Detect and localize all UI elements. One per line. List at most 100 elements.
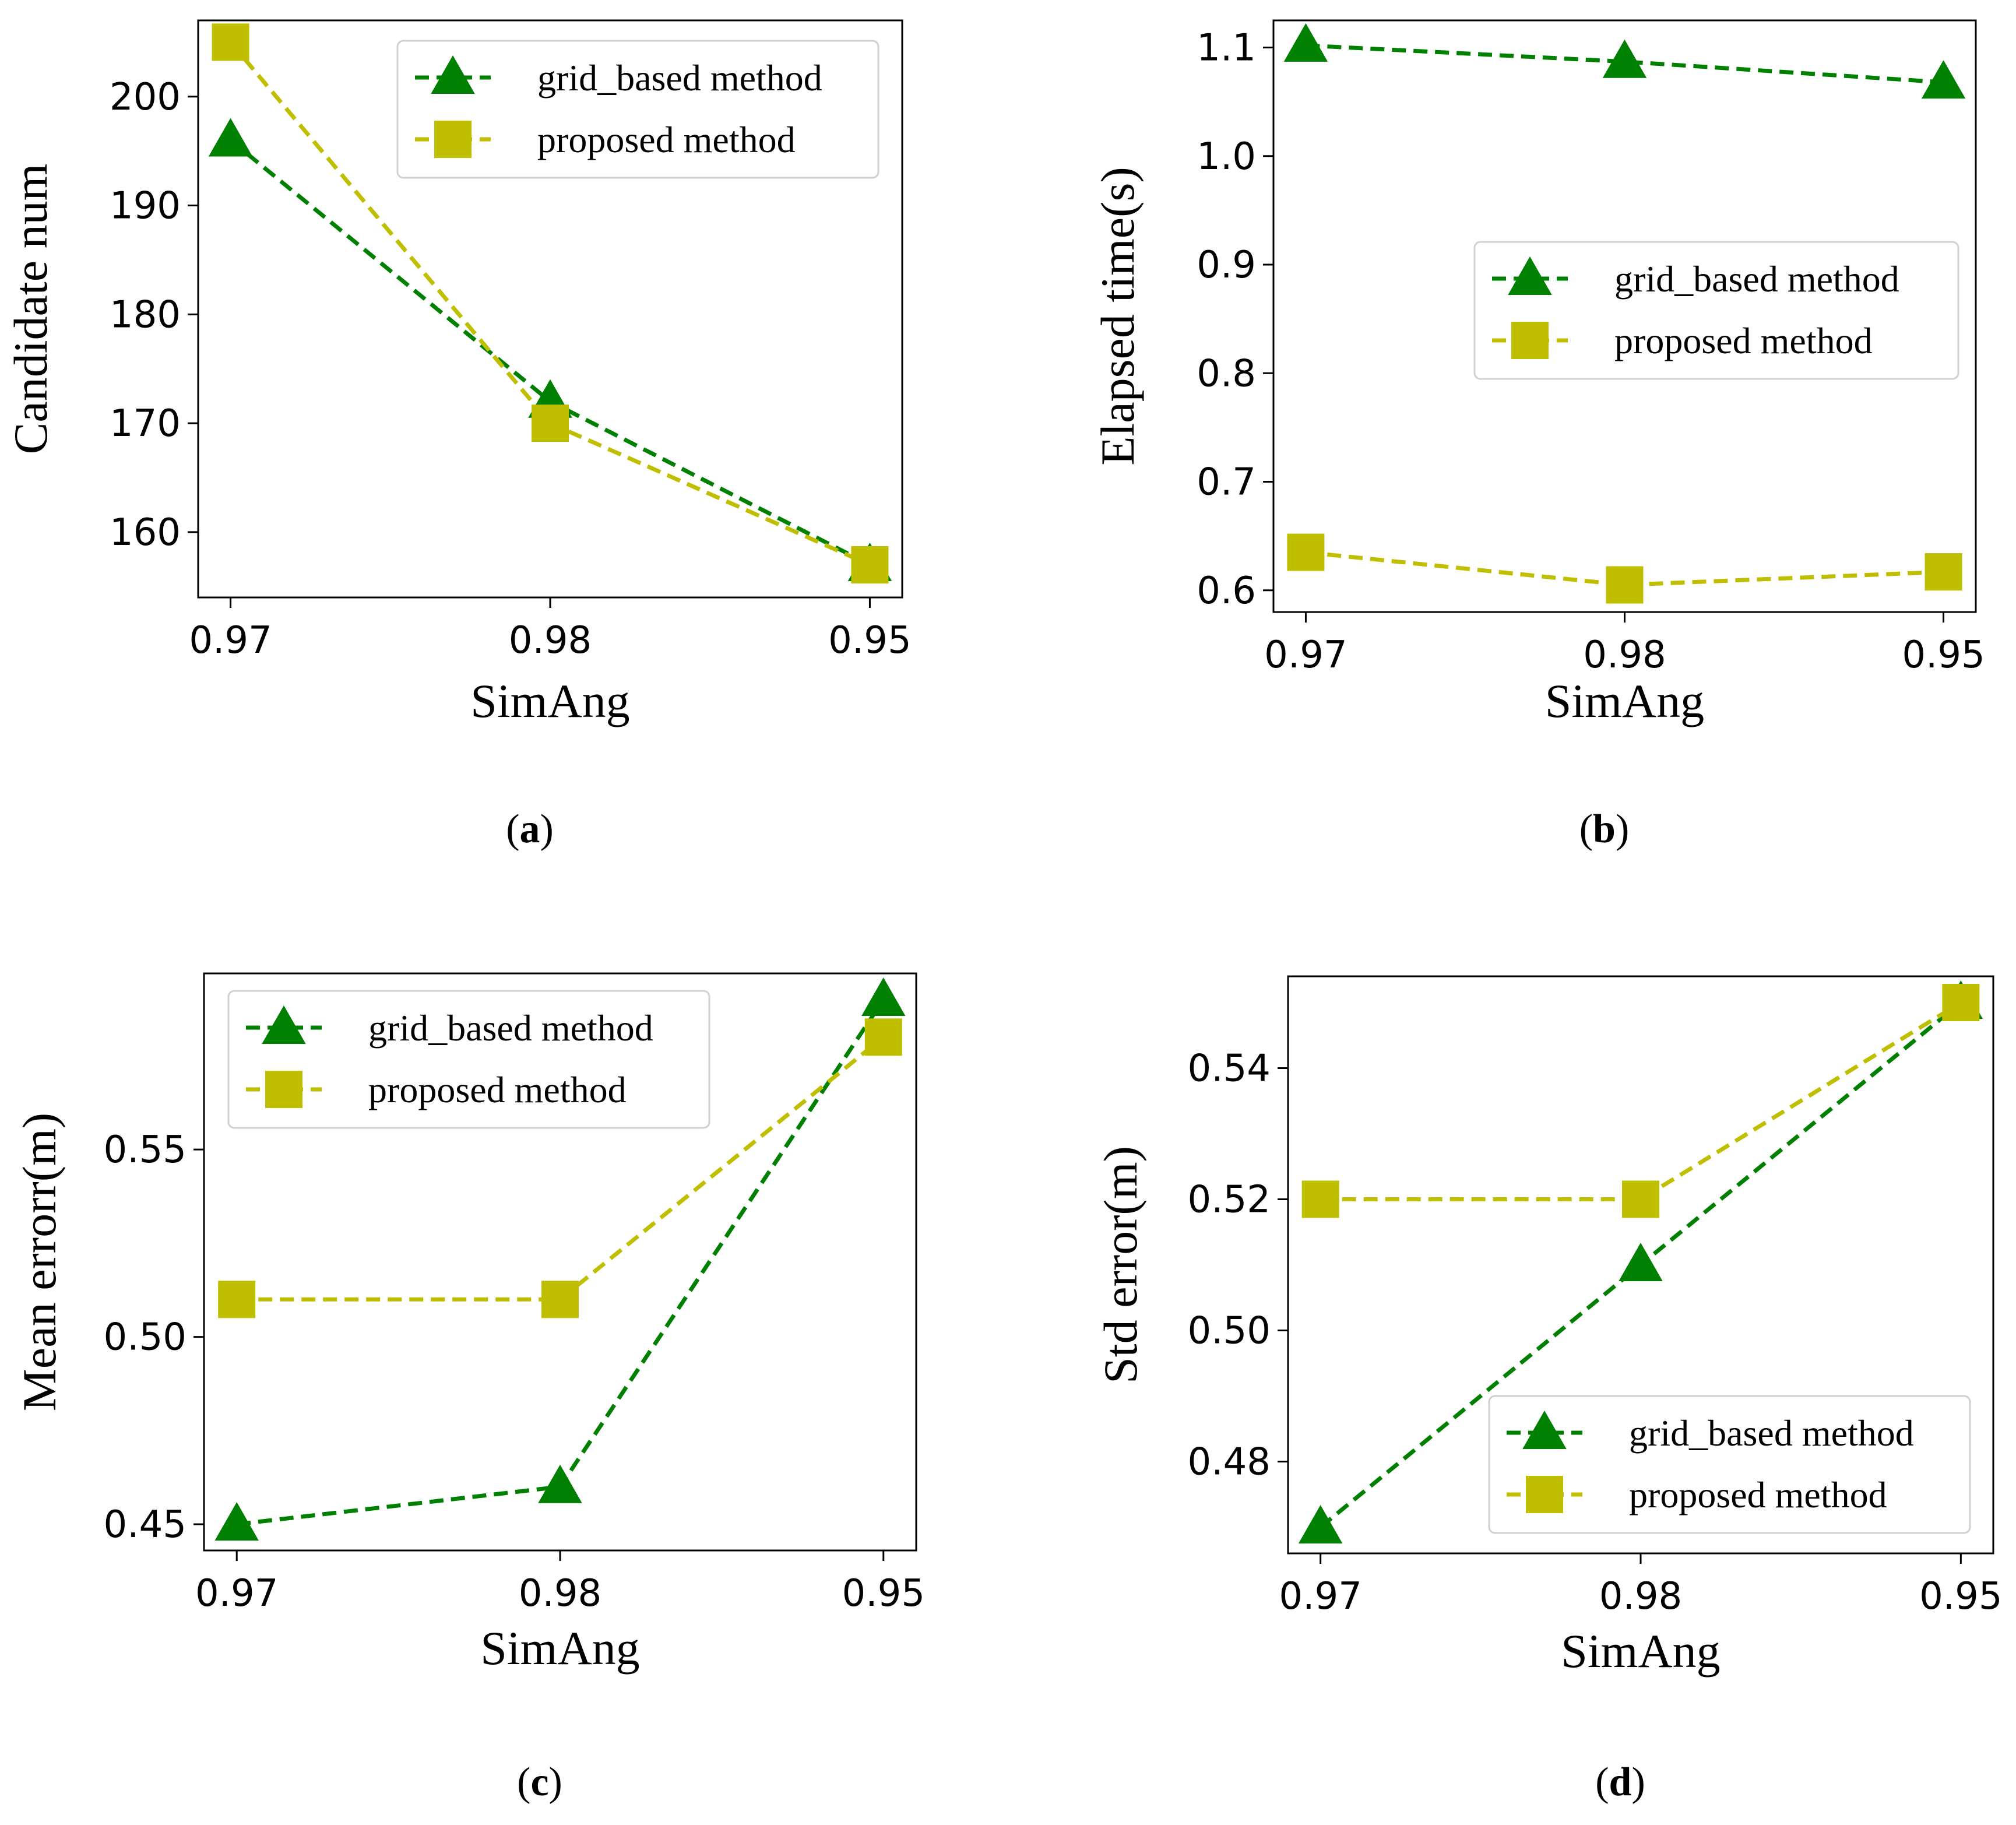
series-proposed (218, 1018, 902, 1318)
panel-caption: (a) (506, 807, 554, 852)
data-point (1921, 60, 1966, 99)
panel-caption: (d) (1595, 1760, 1645, 1805)
y-tick-label: 0.52 (1188, 1179, 1271, 1222)
data-point (1622, 1180, 1659, 1218)
data-point (851, 546, 889, 583)
panel-caption: (b) (1579, 807, 1630, 852)
data-point (212, 23, 249, 61)
data-point (541, 1281, 579, 1318)
y-tick-label: 180 (110, 293, 181, 336)
data-point (208, 118, 253, 157)
series-line (1320, 1001, 1962, 1201)
data-point (538, 1464, 582, 1503)
y-axis-label: Candidate num (4, 164, 57, 455)
legend-marker (431, 55, 475, 94)
x-tick-label: 0.95 (1902, 634, 1985, 677)
y-tick-label: 170 (110, 402, 181, 445)
x-tick-label: 0.98 (1599, 1575, 1683, 1618)
legend-label: grid_based method (1614, 258, 1899, 300)
legend-label: grid_based method (537, 57, 822, 99)
legend: grid_based method proposed method (1473, 241, 1959, 380)
y-axis-label: Elapsed time(s) (1091, 167, 1144, 465)
y-tick-label: 0.9 (1197, 244, 1256, 287)
x-tick-label: 0.97 (1279, 1575, 1362, 1618)
legend: grid_based method proposed method (1488, 1395, 1971, 1534)
legend-marker (1522, 1410, 1567, 1449)
y-tick-label: 200 (110, 76, 181, 119)
chart-panel-a: 160 170 180 190 200 0.97 0.98 0.95 SimAng Candida… (4, 19, 912, 852)
legend-box (227, 990, 710, 1129)
data-point (1298, 1504, 1343, 1543)
legend-label: proposed method (537, 119, 796, 160)
series-proposed (1301, 984, 1980, 1218)
legend-marker (1511, 322, 1549, 359)
legend-box (1473, 241, 1959, 380)
x-tick-label: 0.98 (519, 1572, 602, 1615)
data-point (1924, 553, 1962, 591)
legend-marker (1508, 256, 1552, 295)
legend-marker (265, 1071, 302, 1108)
y-tick-label: 0.7 (1197, 461, 1256, 504)
data-point (861, 977, 906, 1016)
data-point (864, 1018, 902, 1056)
x-tick-label: 0.95 (1919, 1575, 2003, 1618)
legend-label: grid_based method (368, 1007, 653, 1049)
x-tick-label: 0.97 (189, 619, 272, 662)
y-tick-label: 0.6 (1197, 569, 1256, 613)
legend-label: proposed method (1614, 320, 1873, 361)
legend-marker (262, 1005, 306, 1044)
legend-label: grid_based method (1629, 1412, 1914, 1454)
y-tick-label: 160 (110, 511, 181, 554)
data-point (532, 405, 569, 442)
y-axis-label: Std error(m) (1094, 1146, 1147, 1384)
y-tick-label: 0.54 (1188, 1047, 1271, 1091)
x-tick-label: 0.95 (828, 619, 912, 662)
legend-marker (1526, 1476, 1563, 1513)
x-tick-label: 0.98 (1583, 634, 1666, 677)
y-tick-label: 0.45 (104, 1503, 187, 1546)
y-tick-label: 0.8 (1197, 352, 1256, 395)
legend-marker (434, 121, 472, 158)
data-point (1619, 1242, 1663, 1281)
data-point (1942, 984, 1980, 1021)
y-tick-label: 0.48 (1188, 1441, 1271, 1484)
legend: grid_based method proposed method (396, 40, 879, 179)
x-axis-label: SimAng (1561, 1624, 1720, 1678)
series-proposed (212, 23, 889, 583)
chart-panel-d: 0.48 0.50 0.52 0.54 0.97 0.98 0.95 SimAng Std er… (1094, 975, 2003, 1805)
x-tick-label: 0.97 (1264, 634, 1347, 677)
series-grid-based (214, 977, 906, 1541)
y-tick-label: 0.50 (1188, 1310, 1271, 1353)
y-tick-label: 1.0 (1197, 135, 1256, 178)
data-point (1287, 533, 1325, 571)
y-tick-label: 0.50 (104, 1316, 187, 1359)
y-tick-label: 1.1 (1197, 27, 1256, 70)
y-tick-label: 0.55 (104, 1128, 187, 1172)
legend-box (1488, 1395, 1971, 1534)
data-point (1283, 23, 1328, 62)
y-axis-label: Mean errorr(m) (13, 1113, 66, 1411)
data-point (1301, 1180, 1339, 1218)
series-line (229, 138, 871, 567)
legend-box (396, 40, 879, 179)
data-point (1602, 39, 1647, 78)
chart-panel-c: 0.45 0.50 0.55 0.97 0.98 0.95 SimAng Mean error… (13, 972, 926, 1805)
legend-label: proposed method (368, 1069, 627, 1110)
x-axis-label: SimAng (1545, 674, 1704, 727)
x-tick-label: 0.95 (842, 1572, 926, 1615)
x-tick-label: 0.97 (195, 1572, 279, 1615)
series-grid-based (208, 118, 892, 581)
data-point (1606, 566, 1644, 604)
x-axis-label: SimAng (470, 674, 629, 727)
data-point (218, 1281, 256, 1318)
panel-caption: (c) (517, 1760, 562, 1805)
x-axis-label: SimAng (480, 1622, 639, 1675)
y-tick-label: 190 (110, 185, 181, 228)
series-grid-based (1283, 23, 1966, 99)
legend: grid_based method proposed method (227, 990, 710, 1129)
chart-panel-b: 0.6 0.7 0.8 0.9 1.0 1.1 0.97 0.98 0.95 SimAng Elap… (1091, 19, 1985, 852)
legend-label: proposed method (1629, 1474, 1887, 1515)
data-point (214, 1502, 259, 1541)
x-tick-label: 0.98 (509, 619, 592, 662)
